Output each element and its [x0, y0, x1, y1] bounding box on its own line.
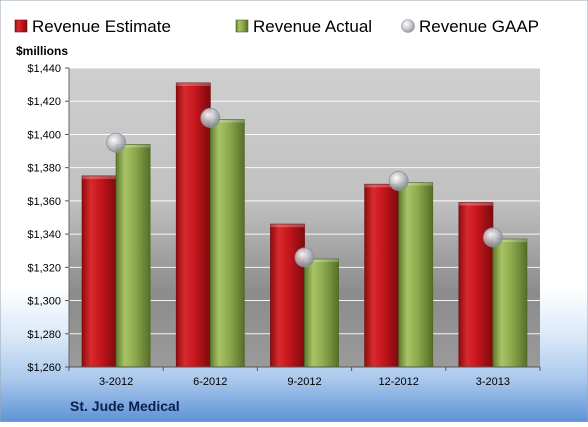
- bar-revenue-actual: [492, 238, 528, 368]
- legend-label: Revenue Actual: [253, 17, 372, 36]
- y-tick-label: $1,380: [27, 163, 61, 175]
- bar-revenue-actual: [304, 258, 339, 368]
- bar-revenue-actual: [115, 144, 151, 368]
- markers: [106, 107, 503, 268]
- bar-top-highlight: [458, 202, 493, 206]
- bar-top-highlight: [176, 82, 211, 86]
- x-tick-label: 9-2012: [287, 376, 321, 388]
- x-tick-label: 3-2012: [99, 376, 133, 388]
- chart-title: St. Jude Medical: [70, 398, 180, 414]
- y-tick-label: $1,440: [27, 63, 61, 75]
- y-tick-label: $1,340: [27, 229, 61, 241]
- bar-top-highlight: [304, 259, 339, 263]
- legend-swatch: [401, 19, 415, 33]
- y-tick-label: $1,360: [27, 196, 61, 208]
- revenue-gaap-marker: [388, 171, 409, 191]
- bar-revenue-actual: [398, 182, 434, 368]
- legend-swatch: [235, 19, 249, 33]
- legend-label: Revenue Estimate: [32, 17, 171, 36]
- bar-top-highlight: [398, 182, 433, 186]
- revenue-gaap-marker: [106, 132, 126, 153]
- y-tick-label: $1,300: [27, 296, 61, 308]
- y-tick-label: $1,400: [27, 129, 61, 141]
- y-axis: $1,260 $1,280 $1,300 $1,320 $1,340 $1,360 $1,3…: [27, 63, 70, 374]
- legend: Revenue Estimate Revenue Actual Revenue GA…: [14, 17, 539, 36]
- y-tick-label: $1,320: [27, 262, 61, 274]
- legend-label: Revenue GAAP: [419, 17, 539, 36]
- y-axis-unit-label: $millions: [16, 44, 68, 58]
- legend-swatch: [14, 19, 28, 33]
- bar-revenue-actual: [209, 119, 245, 368]
- revenue-gaap-marker: [200, 107, 221, 128]
- x-tick-label: 3-2013: [476, 376, 510, 388]
- bar-revenue-estimate: [81, 175, 117, 368]
- bar-top-highlight: [270, 224, 305, 228]
- y-tick-label: $1,260: [27, 362, 61, 374]
- bar-top-highlight: [492, 239, 527, 243]
- bar-revenue-estimate: [270, 223, 305, 368]
- y-tick-label: $1,420: [27, 96, 61, 108]
- x-tick-label: 12-2012: [379, 376, 419, 388]
- bar-top-highlight: [82, 175, 117, 179]
- y-tick-label: $1,280: [27, 329, 61, 341]
- x-tick-label: 6-2012: [193, 376, 227, 388]
- x-axis: 3-2012 6-2012 9-2012 12-2012 3-2013: [68, 366, 541, 388]
- bars: [81, 82, 528, 368]
- bar-revenue-estimate: [364, 183, 400, 368]
- revenue-gaap-marker: [294, 247, 315, 268]
- bar-top-highlight: [210, 119, 245, 123]
- revenue-gaap-marker: [482, 227, 503, 248]
- bar-revenue-estimate: [458, 202, 494, 368]
- bar-top-highlight: [364, 184, 399, 188]
- bar-top-highlight: [116, 144, 151, 148]
